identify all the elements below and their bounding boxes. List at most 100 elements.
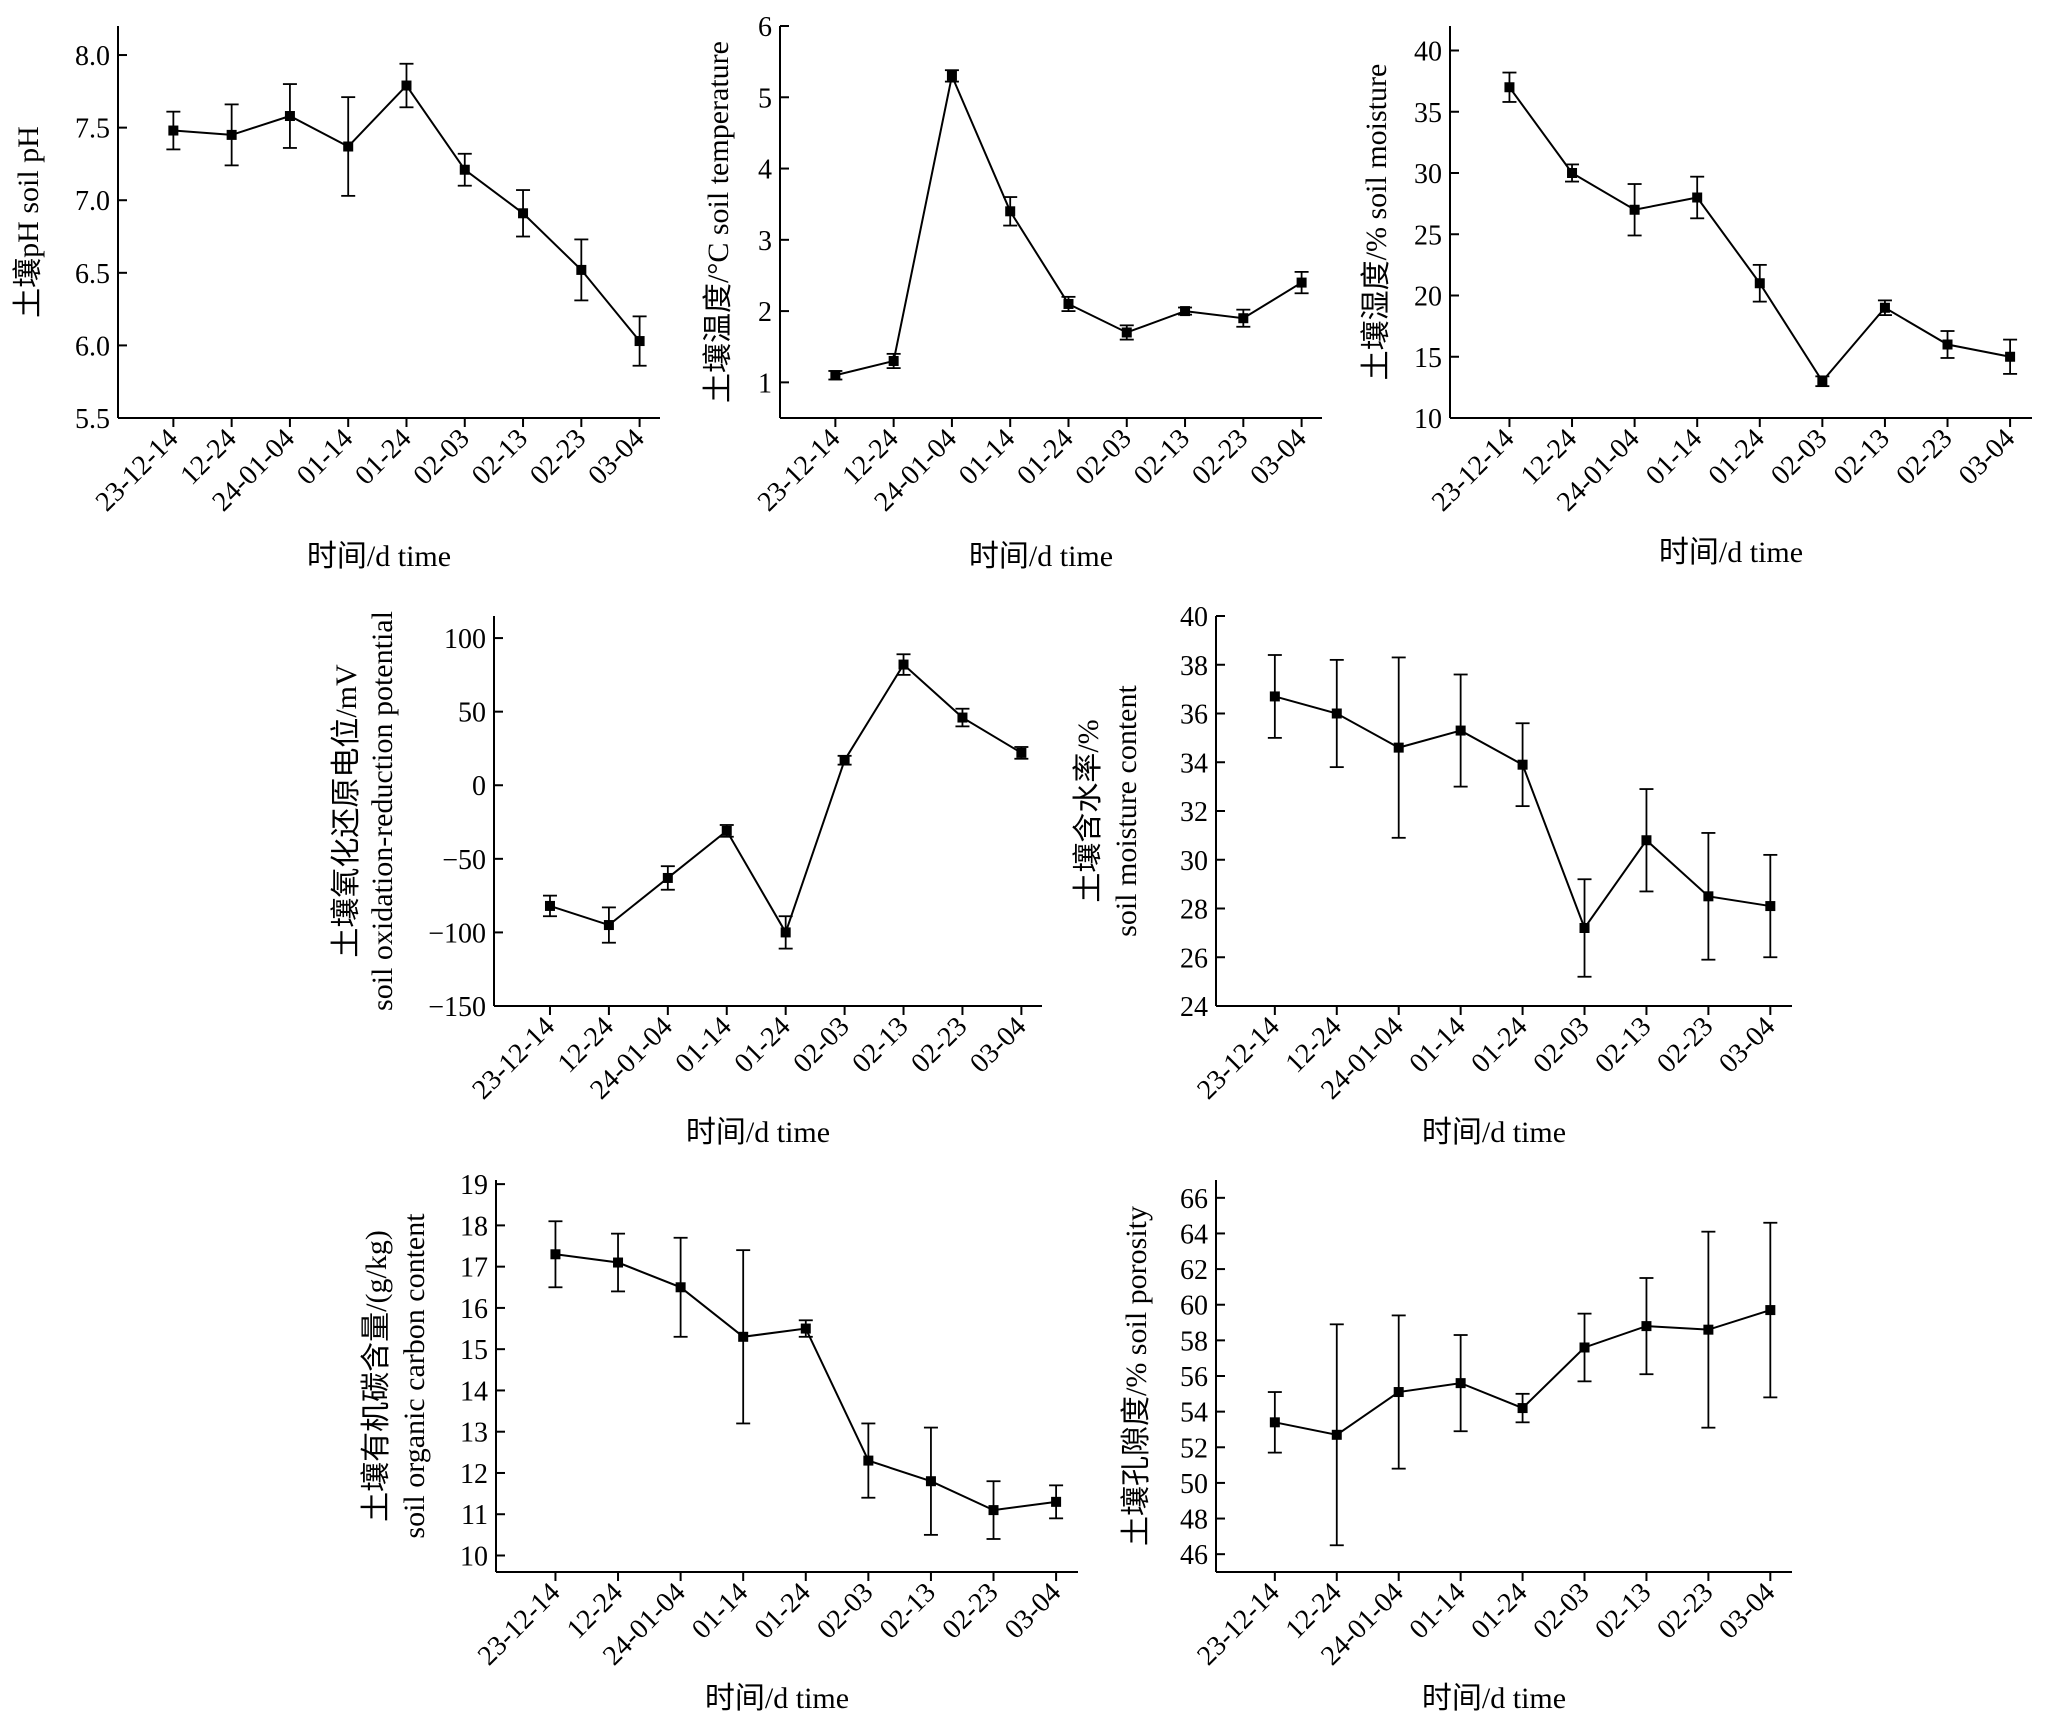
data-point	[898, 659, 909, 670]
y-tick-label: 19	[460, 1170, 488, 1201]
x-tick-label: 02-23	[905, 1011, 973, 1079]
y-tick-label: 6	[758, 12, 772, 43]
chart-panel-oxidation-reduction-potential: −150−100−5005010023-12-1412-2424-01-0401…	[330, 611, 1042, 1149]
data-point	[662, 872, 673, 883]
y-tick-label: 56	[1180, 1362, 1208, 1393]
series-line	[1508, 86, 2011, 383]
x-tick-label: 23-12-14	[752, 423, 847, 518]
y-tick-label: 100	[444, 624, 486, 655]
x-tick-label: 01-24	[1011, 423, 1079, 491]
data-point	[613, 1257, 624, 1268]
y-tick-label: 60	[1180, 1291, 1208, 1322]
data-point	[1579, 923, 1590, 933]
x-axis-title: 时间/d time	[686, 1116, 830, 1149]
x-tick-label: 02-23	[524, 423, 592, 491]
y-tick-label: 14	[460, 1376, 488, 1407]
x-tick-label: 02-13	[874, 1577, 942, 1645]
data-point	[830, 370, 841, 381]
data-point	[343, 141, 354, 152]
y-axis-title: 土壤氧化还原电位/mV	[330, 664, 363, 958]
y-tick-label: 10	[1414, 404, 1442, 435]
data-point	[1629, 204, 1640, 215]
y-tick-label: 2	[758, 297, 772, 328]
y-tick-label: 46	[1180, 1540, 1208, 1571]
data-point	[1754, 278, 1765, 289]
y-tick-label: 36	[1180, 700, 1208, 731]
x-tick-label: 02-23	[1186, 423, 1254, 491]
x-tick-label: 02-13	[1128, 423, 1196, 491]
series-line	[173, 83, 641, 342]
series-line	[835, 72, 1303, 377]
y-tick-label: 5.5	[75, 404, 110, 435]
data-point	[603, 920, 614, 931]
y-tick-label: 66	[1180, 1184, 1208, 1215]
y-tick-label: 16	[460, 1294, 488, 1325]
x-tick-label: 02-03	[1070, 423, 1138, 491]
y-tick-label: 48	[1180, 1505, 1208, 1536]
x-tick-label: 02-03	[787, 1011, 855, 1079]
data-point	[1942, 339, 1953, 350]
y-axis-title: 土壤温度/°C soil temperature	[702, 41, 735, 403]
data-point	[738, 1331, 749, 1342]
y-tick-label: 15	[460, 1335, 488, 1366]
data-point	[957, 712, 968, 723]
data-point	[1641, 1321, 1652, 1332]
x-tick-label: 02-23	[1651, 1011, 1719, 1079]
y-tick-label: 30	[1414, 159, 1442, 190]
data-point	[1331, 708, 1342, 719]
y-tick-label: −150	[428, 992, 486, 1023]
x-tick-label: 03-04	[1953, 423, 2021, 491]
x-tick-label: 01-14	[686, 1577, 754, 1645]
x-tick-label: 02-13	[846, 1011, 914, 1079]
y-tick-label: 12	[460, 1459, 488, 1490]
y-axis-title-line2: soil organic carbon content	[398, 1213, 431, 1539]
y-tick-label: 64	[1180, 1219, 1208, 1250]
y-tick-label: 3	[758, 226, 772, 257]
x-tick-label: 01-14	[670, 1011, 738, 1079]
y-tick-label: 50	[458, 698, 486, 729]
y-tick-label: 7.5	[75, 114, 110, 145]
data-point	[550, 1249, 561, 1260]
data-point	[946, 70, 957, 81]
data-point	[1121, 327, 1132, 338]
data-point	[1817, 376, 1828, 387]
data-point	[1692, 192, 1703, 203]
x-tick-label: 01-24	[1465, 1577, 1533, 1645]
x-tick-label: 02-13	[466, 423, 534, 491]
y-tick-label: −100	[428, 918, 486, 949]
data-point	[518, 208, 529, 219]
x-tick-label: 02-13	[1589, 1577, 1657, 1645]
y-axis-title-line2: soil moisture content	[1110, 685, 1143, 937]
y-tick-label: 58	[1180, 1326, 1208, 1357]
series-line	[549, 663, 1022, 935]
y-tick-label: 40	[1180, 602, 1208, 633]
data-point	[1703, 891, 1714, 902]
chart-panel-soil-moisture-content: 24262830323436384023-12-1412-2424-01-040…	[1072, 602, 1792, 1149]
y-tick-label: 32	[1180, 797, 1208, 828]
y-tick-label: 25	[1414, 220, 1442, 251]
data-point	[634, 336, 645, 347]
y-tick-label: 35	[1414, 98, 1442, 129]
data-point	[226, 129, 237, 140]
y-tick-label: 40	[1414, 37, 1442, 68]
y-tick-label: 11	[461, 1500, 488, 1531]
x-axis-title: 时间/d time	[1422, 1682, 1566, 1715]
x-tick-label: 01-14	[953, 423, 1021, 491]
data-point	[988, 1505, 999, 1516]
data-point	[1016, 747, 1027, 758]
y-tick-label: 38	[1180, 651, 1208, 682]
data-point	[284, 111, 295, 122]
y-tick-label: 54	[1180, 1398, 1208, 1429]
y-axis-title: 土壤孔隙度/% soil porosity	[1120, 1206, 1153, 1546]
x-tick-label: 03-04	[964, 1011, 1032, 1079]
data-point	[1517, 759, 1528, 770]
x-tick-label: 01-14	[1403, 1577, 1471, 1645]
x-tick-label: 02-23	[936, 1577, 1004, 1645]
x-tick-label: 01-14	[291, 423, 359, 491]
data-point	[1579, 1342, 1590, 1353]
y-tick-label: 7.0	[75, 186, 110, 217]
x-tick-label: 03-04	[1713, 1011, 1781, 1079]
x-tick-label: 23-12-14	[466, 1011, 561, 1106]
data-point	[2005, 351, 2016, 362]
